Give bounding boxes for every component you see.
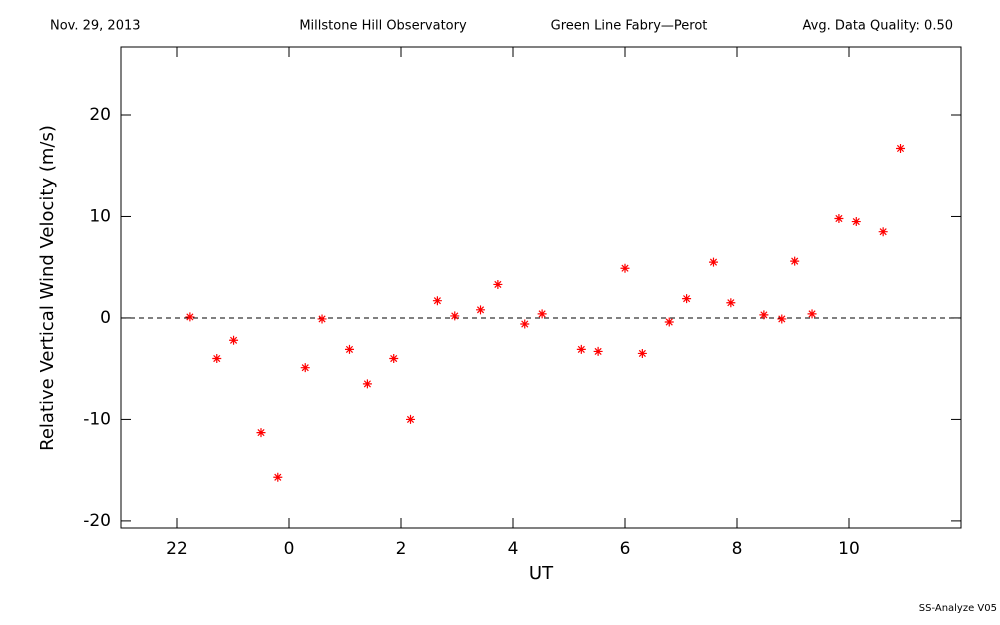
point (537, 309, 547, 319)
x-tick-label: 8 (732, 539, 743, 559)
point (317, 314, 327, 324)
point (432, 296, 442, 306)
y-tick-label: 0 (100, 308, 111, 328)
point (759, 310, 769, 320)
point (344, 344, 354, 354)
plot-frame (120, 46, 962, 529)
point (406, 414, 416, 424)
point (807, 309, 817, 319)
point (493, 279, 503, 289)
y-tick-label: -10 (83, 409, 111, 429)
instrument: Green Line Fabry—Perot (551, 19, 708, 34)
point (682, 294, 692, 304)
point (256, 428, 266, 438)
x-tick-label: 2 (396, 539, 407, 559)
x-tick-label: 0 (284, 539, 295, 559)
quality: Avg. Data Quality: 0.50 (803, 19, 953, 34)
point (273, 472, 283, 482)
y-tick-label: -20 (83, 511, 111, 531)
point (576, 344, 586, 354)
x-tick-label: 22 (166, 539, 188, 559)
point (185, 312, 195, 322)
point (637, 348, 647, 358)
point (708, 257, 718, 267)
point (620, 263, 630, 273)
x-tick-label: 4 (508, 539, 519, 559)
x-axis-label: UT (529, 563, 554, 584)
y-axis-label: Relative Vertical Wind Velocity (m/s) (37, 125, 58, 451)
point (896, 143, 906, 153)
point (212, 354, 222, 364)
point (726, 298, 736, 308)
point (851, 217, 861, 227)
x-tick-label: 6 (620, 539, 631, 559)
date: Nov. 29, 2013 (50, 19, 141, 34)
y-tick-label: 10 (89, 206, 111, 226)
point (229, 335, 239, 345)
point (520, 319, 530, 329)
point (362, 379, 372, 389)
x-tick-label: 10 (838, 539, 860, 559)
point (790, 256, 800, 266)
point (389, 354, 399, 364)
point (593, 346, 603, 356)
observatory: Millstone Hill Observatory (299, 19, 467, 34)
point (878, 227, 888, 237)
point (300, 363, 310, 373)
y-tick-label: 20 (89, 105, 111, 125)
software: SS-Analyze V05 (919, 603, 997, 614)
point (834, 213, 844, 223)
point (476, 305, 486, 315)
point (777, 314, 787, 324)
point (664, 317, 674, 327)
point (450, 311, 460, 321)
